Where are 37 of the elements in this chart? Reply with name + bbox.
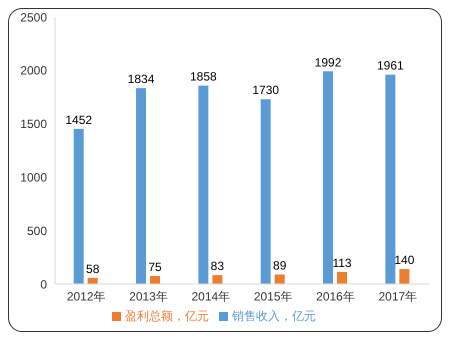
data-label: 1452 — [65, 112, 92, 127]
bar — [212, 275, 222, 284]
y-tick-label: 0 — [40, 277, 48, 292]
data-label: 1992 — [314, 55, 342, 70]
y-tick-label: 500 — [26, 224, 48, 238]
x-tick-label: 2017年 — [378, 290, 418, 304]
data-label: 58 — [86, 262, 100, 276]
data-label: 1858 — [190, 70, 218, 84]
data-label: 1730 — [252, 83, 280, 98]
x-tick-label: 2013年 — [129, 290, 168, 304]
bar — [150, 276, 160, 284]
x-tick-label: 2016年 — [316, 290, 355, 304]
y-tick-label: 2500 — [20, 10, 48, 24]
x-tick-label: 2015年 — [254, 290, 293, 304]
data-label: 1961 — [377, 58, 404, 73]
legend-label: 盈利总额，亿元 — [125, 309, 209, 323]
bar — [136, 88, 146, 284]
x-tick-label: 2012年 — [66, 290, 106, 304]
bar — [337, 272, 348, 284]
bar — [274, 274, 285, 284]
y-tick-label: 2000 — [20, 64, 48, 78]
data-label: 83 — [210, 259, 224, 274]
bar — [198, 86, 208, 284]
y-tick-label: 1500 — [20, 117, 48, 132]
bar — [399, 269, 410, 284]
y-tick-label: 1000 — [20, 170, 48, 184]
bar — [385, 74, 396, 284]
data-label: 113 — [332, 256, 352, 270]
data-label: 89 — [273, 258, 287, 272]
bar — [323, 71, 334, 284]
legend-label: 销售收入，亿元 — [232, 309, 316, 323]
bar — [74, 128, 84, 284]
data-label: 140 — [394, 253, 415, 268]
bar — [260, 99, 271, 284]
data-label: 1834 — [128, 72, 155, 86]
data-label: 75 — [148, 260, 162, 274]
x-tick-label: 2014年 — [191, 290, 230, 304]
